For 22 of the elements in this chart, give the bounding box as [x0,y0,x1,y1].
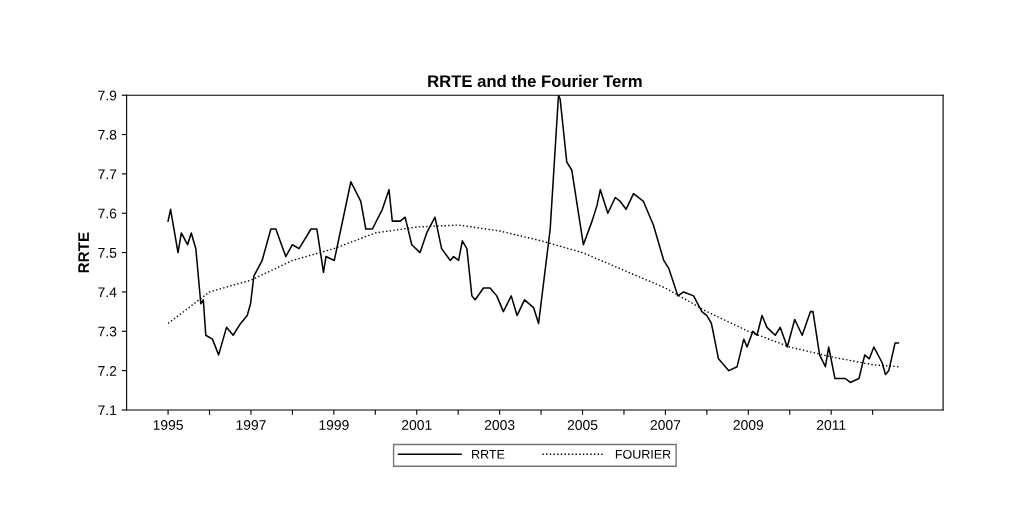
legend-label: FOURIER [615,449,671,459]
y-tick-label: 7.9 [98,90,117,101]
x-tick-label: 2009 [733,420,764,430]
y-tick-label: 7.6 [98,208,117,219]
y-axis-title: RRTE [78,232,89,273]
x-tick-label: 1997 [236,420,266,430]
y-tick-label: 7.2 [98,365,117,376]
y-tick-label: 7.4 [98,287,117,297]
y-tick-label: 7.8 [98,129,117,140]
y-tick-label: 7.3 [98,326,117,337]
x-tick-label: 2003 [484,420,515,430]
y-tick-label: 7.5 [98,248,117,258]
y-tick-label: 7.7 [98,169,117,179]
x-tick-label: 2001 [402,420,432,430]
legend-label: RRTE [472,450,505,459]
x-tick-label: 1995 [153,420,183,430]
chart-title: RRTE and the Fourier Term [428,74,642,88]
x-tick-label: 1999 [319,420,349,430]
x-tick-label: 2011 [816,420,846,430]
y-tick-label: 7.1 [98,405,117,416]
x-tick-label: 2007 [650,420,681,430]
x-tick-label: 2005 [567,420,598,430]
